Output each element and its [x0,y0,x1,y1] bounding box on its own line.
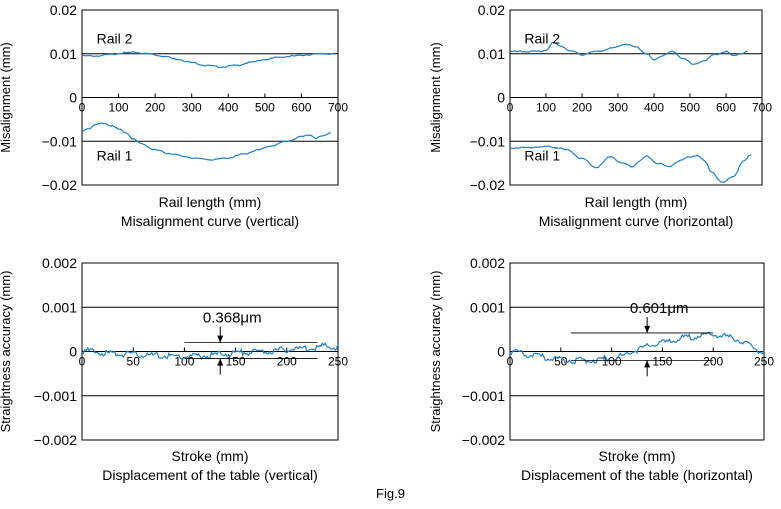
x-tick-label: 200 [703,355,723,369]
figure-caption: Fig.9 [376,486,405,501]
y-tick-label: 0.001 [470,299,505,315]
annotation-arrow-up [644,360,651,368]
y-tick-label: 0 [497,90,505,106]
y-tick-label: 0.002 [42,255,77,271]
x-tick-label: 200 [145,101,165,115]
y-tick-label: 0.01 [478,46,505,62]
x-tick-label: 150 [226,355,246,369]
x-axis-label: Stroke (mm) [172,448,249,464]
chart-panel-2: 0 100 200 300 400 500 600 700 0.02 0.01 0 −0.01 −0.0… [428,2,772,229]
x-tick-label: 0 [507,101,514,115]
annotation-arrow-down [217,335,224,343]
x-tick-label: 50 [127,355,141,369]
x-tick-label: 500 [680,101,700,115]
chart-subtitle: Misalignment curve (vertical) [121,213,299,229]
annotation-label: 0.368μm [203,310,262,327]
y-axis-label: Straightness accuracy (mm) [428,271,443,433]
x-tick-label: 150 [652,355,672,369]
y-tick-label: −0.001 [34,388,77,404]
y-tick-label: 0.001 [42,299,77,315]
y-tick-label: −0.02 [42,177,78,193]
series-rail-2 [81,51,335,69]
rail-label: Rail 2 [524,30,560,46]
rail-label: Rail 1 [524,148,560,164]
y-tick-label: −0.01 [470,133,506,149]
y-tick-label: 0 [69,90,77,106]
y-tick-label: 0 [497,344,505,360]
annotation-label: 0.601μm [630,300,689,317]
series-line [81,342,339,360]
x-tick-label: 0 [79,355,86,369]
x-tick-label: 700 [752,101,772,115]
x-tick-label: 250 [328,355,348,369]
chart-panel-3: 0 50 100 150 200 250 0.002 0.001 0 −0.001 −0.002 St… [0,255,348,483]
y-tick-label: 0.02 [478,2,505,18]
chart-panel-4: 0 50 100 150 200 2500.0020.0010−0.001−0.002St… [428,255,774,483]
chart-subtitle: Displacement of the table (vertical) [102,467,318,483]
x-tick-label: 300 [182,101,202,115]
y-axis-label: Misalignment (mm) [428,42,443,153]
series-rail-2 [509,41,748,65]
y-tick-label: 0.002 [470,255,505,271]
y-tick-label: −0.001 [462,388,505,404]
x-tick-label: 100 [536,101,556,115]
y-tick-label: −0.002 [462,432,505,448]
y-tick-label: −0.02 [470,177,506,193]
rail-label: Rail 2 [97,30,133,46]
y-tick-label: 0.01 [50,46,77,62]
series-line [509,331,765,365]
x-tick-label: 250 [754,355,774,369]
x-tick-label: 400 [644,101,664,115]
x-tick-label: 400 [218,101,238,115]
annotation-arrow-up [217,358,224,366]
x-axis-label: Rail length (mm) [585,194,688,210]
x-tick-label: 0 [507,355,514,369]
y-tick-label: 0 [69,344,77,360]
x-tick-label: 100 [109,101,129,115]
x-tick-label: 600 [716,101,736,115]
rail-label: Rail 1 [97,148,133,164]
x-axis-label: Stroke (mm) [599,448,676,464]
x-tick-label: 700 [328,101,348,115]
y-axis-label: Misalignment (mm) [0,42,13,153]
y-tick-label: −0.002 [34,432,77,448]
series-rail-1 [509,145,752,184]
chart-subtitle: Displacement of the table (horizontal) [521,467,753,483]
chart-subtitle: Misalignment curve (horizontal) [539,213,734,229]
series-rail-1 [81,122,331,161]
x-tick-label: 100 [174,355,194,369]
annotation-arrow-down [644,325,651,333]
y-axis-label: Straightness accuracy (mm) [0,271,13,433]
x-tick-label: 600 [291,101,311,115]
x-tick-label: 500 [255,101,275,115]
y-tick-label: 0.02 [50,2,77,18]
y-tick-label: −0.01 [42,133,78,149]
x-tick-label: 200 [277,355,297,369]
x-tick-label: 200 [572,101,592,115]
x-axis-label: Rail length (mm) [159,194,262,210]
chart-panel-1: 0 100 200 300 400 500 600 700 0.02 0.01 0 −0.01 −0.0… [0,2,348,229]
x-tick-label: 300 [608,101,628,115]
x-tick-label: 0 [79,101,86,115]
